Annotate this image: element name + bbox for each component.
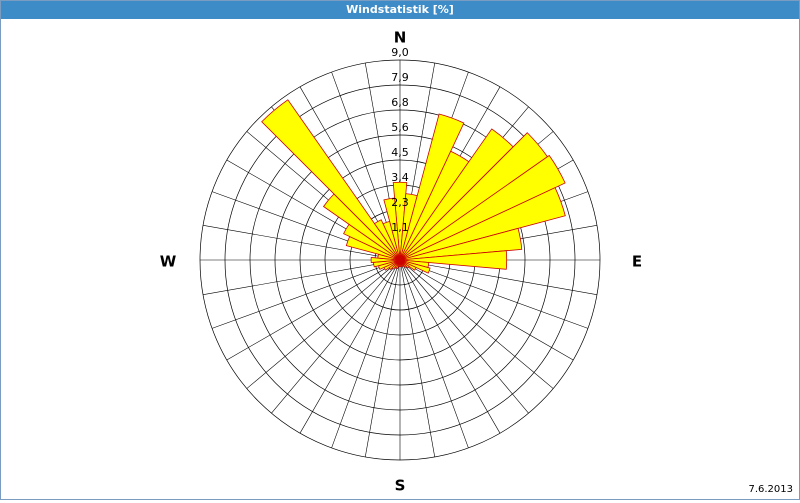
chart: 1,1 2,3 3,4 4,5 5,6 6,8 7,9 9,0N E S W — [160, 29, 642, 495]
radial-tick-label: 1,1 — [391, 221, 409, 234]
wind-bar — [399, 227, 523, 261]
grid-ring — [199, 59, 601, 461]
radial-tick-label: 2,3 — [391, 196, 409, 209]
wind-bar — [383, 197, 401, 261]
radial-tick-label: 4,5 — [391, 146, 409, 159]
compass-label: W — [160, 253, 177, 271]
date: 7.6.2013 — [748, 484, 793, 495]
wind-bar — [373, 219, 401, 261]
compass-label: S — [395, 477, 406, 495]
wind-bar — [399, 154, 566, 261]
wind-bar — [399, 113, 465, 261]
title-bar: Windstatistik [%] — [1, 1, 799, 19]
wind-bar — [399, 187, 566, 261]
grid-ring — [224, 84, 576, 436]
wind-bar — [261, 99, 401, 261]
wind-bar — [370, 257, 401, 263]
wind-bar — [392, 181, 408, 261]
grid-ring — [249, 109, 551, 411]
compass-label: N — [394, 29, 407, 47]
grid-ring — [274, 134, 526, 386]
radial-tick-label: 6,8 — [391, 96, 409, 109]
radial-tick-label: 9,0 — [391, 46, 409, 59]
radial-tick-label: 5,6 — [391, 121, 409, 134]
radial-tick-label: 7,9 — [391, 71, 409, 84]
compass-label: E — [632, 253, 642, 271]
radial-tick-label: 3,4 — [391, 171, 409, 184]
wind-bar — [399, 250, 508, 270]
